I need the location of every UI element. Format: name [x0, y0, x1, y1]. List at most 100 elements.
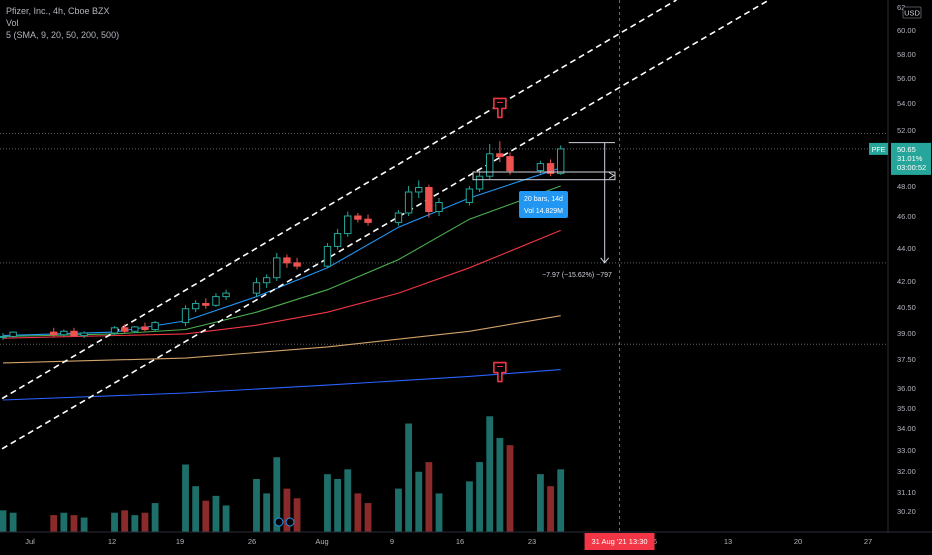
price-axis-label: 58.00 [897, 50, 916, 59]
volume-bar [506, 445, 514, 532]
volume-bar [435, 493, 443, 532]
candle [364, 218, 372, 223]
candle [536, 163, 545, 172]
volume-bar [496, 437, 504, 532]
candle [475, 175, 484, 190]
ticker-tag: PFE [872, 147, 886, 154]
volume-bar [334, 478, 342, 532]
event-marker-icon [274, 517, 284, 527]
volume-bar [344, 469, 352, 532]
price-axis-label: 46.00 [897, 212, 916, 221]
candle [435, 202, 443, 212]
currency-badge: USD [902, 6, 922, 19]
volume-bar [283, 488, 291, 532]
price-axis-label: 44.00 [897, 244, 916, 253]
volume-bar [111, 512, 118, 532]
candle [506, 156, 514, 172]
candle [252, 282, 261, 294]
volume-bar [253, 478, 260, 532]
candle [110, 327, 119, 334]
volume-bar [0, 510, 7, 532]
volume-bar [557, 469, 565, 532]
candle [404, 191, 413, 214]
measure-info-box: 20 bars, 14d Vol 14.829M [519, 191, 568, 218]
volume-bar [293, 498, 301, 532]
volume-bar [70, 515, 78, 532]
candle [80, 332, 88, 337]
measure-range-arrow [608, 172, 615, 179]
candle [60, 330, 68, 336]
price-axis-label: 54.00 [897, 99, 916, 108]
current-price: 50.65 [897, 145, 916, 154]
volume-bar [212, 495, 220, 532]
time-axis-label: 27 [864, 537, 872, 546]
volume-bar [9, 512, 17, 532]
time-axis-label: 16 [456, 537, 464, 546]
volume-bar [425, 462, 433, 532]
volume-bar [405, 423, 412, 532]
symbol-title: Pfizer, Inc., 4h, Cboe BZX [6, 6, 110, 16]
candle [557, 148, 565, 174]
price-axis-label: 56.00 [897, 74, 916, 83]
hand-shape [493, 97, 507, 119]
measure-info-bg [519, 191, 568, 218]
volume-bar [547, 486, 554, 532]
volume-bar [151, 503, 159, 532]
time-axis-label: 19 [176, 537, 184, 546]
time-axis-label: 13 [724, 537, 732, 546]
candle [0, 335, 7, 338]
currency-badge-box [902, 6, 922, 19]
sma-20-line [2, 185, 561, 338]
price-axis-label: 39.00 [897, 329, 916, 338]
volume-bar [263, 493, 271, 532]
time-axis-label: 20 [794, 537, 802, 546]
volume-bar [192, 486, 200, 532]
volume-bar [80, 517, 88, 532]
candle [465, 188, 474, 203]
candle [323, 245, 332, 267]
volume-bar [60, 512, 68, 532]
time-axis-label: Jul [25, 537, 35, 546]
candle [273, 257, 281, 279]
price-axis-label: 40.50 [897, 303, 916, 312]
pointing-hand-icon [493, 361, 507, 383]
sma-200-line [2, 315, 561, 364]
candle [151, 322, 159, 331]
candle [50, 331, 58, 336]
volume-bar [415, 471, 423, 532]
candle [496, 153, 504, 158]
candle [333, 233, 342, 247]
volume-bar [354, 493, 362, 532]
volume-bar [486, 416, 494, 532]
price-axis-label: 36.00 [897, 384, 916, 393]
sma-50-line [2, 229, 561, 339]
price-axis-label: 30.20 [897, 507, 916, 516]
candle [425, 187, 433, 212]
volume-indicator-label: Vol [6, 18, 19, 28]
candle [546, 163, 555, 174]
candle [354, 215, 362, 220]
volume-bar [537, 474, 544, 532]
candle [293, 262, 301, 267]
volume-bar [273, 457, 281, 532]
candle [202, 303, 210, 306]
volume-bar [395, 488, 402, 532]
price-axis-label: 31.10 [897, 488, 916, 497]
candle [131, 326, 139, 332]
volume-bar [50, 515, 58, 532]
price-axis-label: 32.00 [897, 467, 916, 476]
volume-bar [141, 512, 149, 532]
time-axis-label: 12 [108, 537, 116, 546]
price-axis-label: 60.00 [897, 26, 916, 35]
measure-volume-label: Vol 14.829M [524, 208, 563, 215]
candle [283, 257, 291, 264]
price-axis-label: 37.50 [897, 355, 916, 364]
candle [262, 277, 271, 284]
price-axis-label: 48.00 [897, 182, 916, 191]
volume-bar [364, 503, 372, 532]
ticker-tag-bg [869, 142, 888, 155]
time-axis-label: 23 [528, 537, 536, 546]
candle [394, 212, 403, 223]
